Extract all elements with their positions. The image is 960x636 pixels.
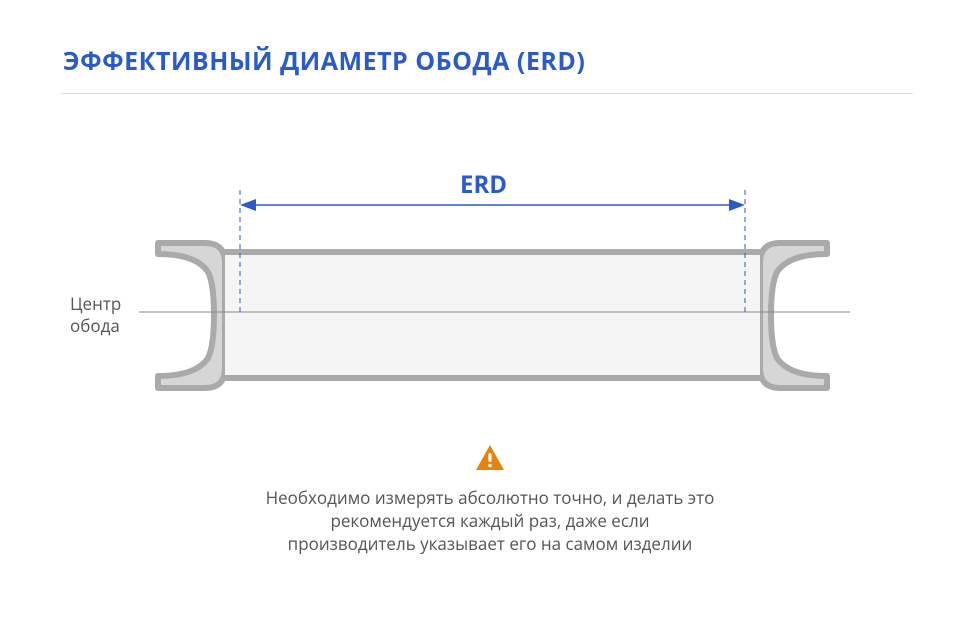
warning-text: Необходимо измерять абсолютно точно, и д… [265, 487, 715, 556]
center-label-line1: Центр [70, 292, 121, 315]
center-of-rim-label: Центр обода [70, 293, 121, 337]
warning-icon [475, 444, 505, 477]
erd-label: ERD [460, 168, 507, 201]
warning-block: Необходимо измерять абсолютно точно, и д… [265, 444, 715, 556]
rim-cavity [225, 252, 760, 378]
center-label-line2: обода [70, 314, 120, 337]
